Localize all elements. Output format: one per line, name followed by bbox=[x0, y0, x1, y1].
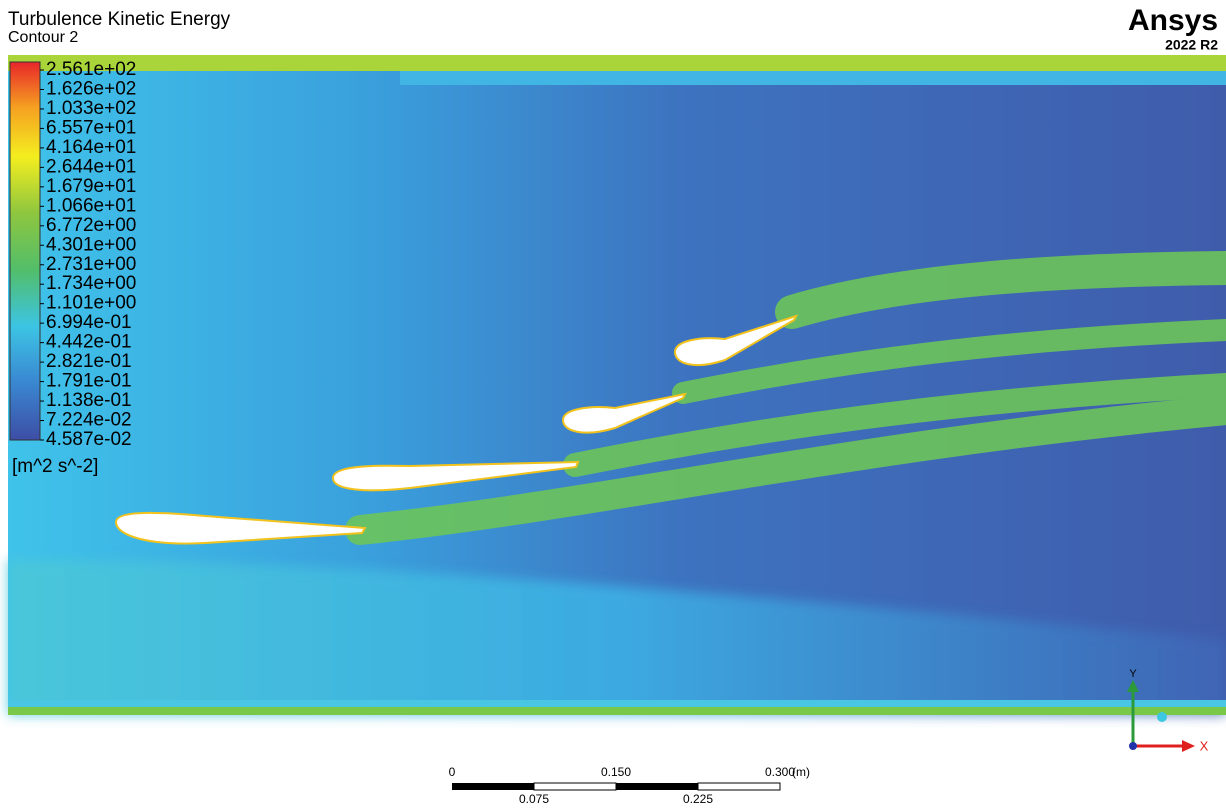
color-bar bbox=[10, 62, 40, 440]
x-arrowhead bbox=[1182, 740, 1195, 752]
legend-label: 1.734e+00 bbox=[46, 273, 136, 294]
legend-label: 4.442e-01 bbox=[46, 332, 132, 353]
legend-label: 6.994e-01 bbox=[46, 312, 132, 333]
legend-label: 2.821e-01 bbox=[46, 351, 132, 372]
scale-label: 0.225 bbox=[683, 792, 713, 806]
contour-field bbox=[8, 55, 1226, 715]
legend-label: 1.101e+00 bbox=[46, 293, 136, 314]
legend-label: 1.033e+02 bbox=[46, 98, 136, 119]
logo: Ansys bbox=[1128, 4, 1218, 37]
title: Turbulence Kinetic Energy bbox=[8, 9, 231, 30]
legend-label: 1.066e+01 bbox=[46, 195, 136, 216]
scale-segment bbox=[616, 783, 698, 790]
legend-label: 4.164e+01 bbox=[46, 137, 136, 158]
subtitle: Contour 2 bbox=[8, 29, 78, 46]
legend-label: 2.644e+01 bbox=[46, 156, 136, 177]
legend-label: 1.626e+02 bbox=[46, 78, 136, 99]
scale-label: 0 bbox=[449, 765, 456, 779]
scale-segment bbox=[698, 783, 780, 790]
legend-label: 6.772e+00 bbox=[46, 215, 136, 236]
viewport: Turbulence Kinetic Energy Contour 2 Ansy… bbox=[0, 0, 1226, 809]
legend-label: 7.224e-02 bbox=[46, 410, 132, 431]
x-axis-label: X bbox=[1200, 738, 1209, 753]
legend-label: 6.557e+01 bbox=[46, 117, 136, 138]
version: 2022 R2 bbox=[1165, 37, 1218, 53]
page: Turbulence Kinetic Energy Contour 2 Ansy… bbox=[0, 0, 1226, 809]
legend-label: 2.561e+02 bbox=[46, 59, 136, 80]
scale-segment bbox=[452, 783, 534, 790]
legend-label: 2.731e+00 bbox=[46, 254, 136, 275]
legend-label: 1.138e-01 bbox=[46, 390, 132, 411]
scale-label: 0.300 bbox=[765, 765, 795, 779]
legend-label: 1.679e+01 bbox=[46, 176, 136, 197]
scale-bar bbox=[452, 783, 780, 790]
scale-label: 0.075 bbox=[519, 792, 549, 806]
legend-unit: [m^2 s^-2] bbox=[12, 456, 98, 477]
legend-label: 4.587e-02 bbox=[46, 429, 132, 450]
origin bbox=[1129, 742, 1137, 750]
bottom-wall-band bbox=[8, 707, 1226, 715]
scale-unit: (m) bbox=[792, 765, 810, 779]
legend-label: 1.791e-01 bbox=[46, 371, 132, 392]
top-wall-band bbox=[8, 55, 1226, 71]
scale-label: 0.150 bbox=[601, 765, 631, 779]
view-indicator bbox=[1157, 712, 1167, 722]
legend-label: 4.301e+00 bbox=[46, 234, 136, 255]
y-axis-label: Y bbox=[1129, 668, 1137, 680]
legend: 2.561e+021.626e+021.033e+026.557e+014.16… bbox=[40, 59, 136, 450]
scale-segment bbox=[534, 783, 616, 790]
top-wall-layer bbox=[400, 71, 1226, 85]
